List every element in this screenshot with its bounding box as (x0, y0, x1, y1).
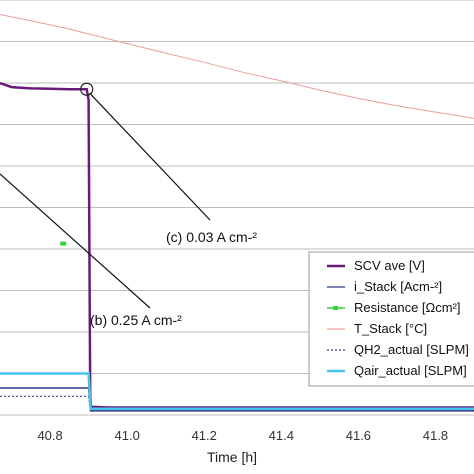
series-line (0, 395, 474, 411)
x-tick-label: 41.8 (423, 428, 448, 443)
x-tick-label: 41.0 (115, 428, 140, 443)
series-line (0, 14, 474, 119)
legend-label: Qair_actual [SLPM] (354, 363, 467, 378)
annotation-label: (b) 0.25 A cm-² (90, 312, 182, 328)
legend-label: QH2_actual [SLPM] (354, 342, 469, 357)
series-line (0, 81, 474, 409)
x-tick-label: 40.8 (37, 428, 62, 443)
annotation-label: (c) 0.03 A cm-² (166, 229, 257, 245)
legend-box (308, 251, 474, 387)
series-line (0, 372, 474, 411)
annotation-arrow (0, 173, 151, 309)
series-point (60, 241, 67, 246)
legend: SCV ave [V] i_Stack [Acm-²] Resistance [Ωc… (308, 251, 474, 387)
annotations: (c) 0.03 A cm-² (b) 0.25 A cm-² (0, 82, 257, 328)
annotation-arrow (89, 92, 211, 221)
x-tick-label: 41.6 (346, 428, 371, 443)
x-tick-label: 41.4 (269, 428, 294, 443)
legend-label: SCV ave [V] (354, 258, 425, 273)
legend-swatch (333, 306, 338, 310)
x-tick-label: 41.2 (192, 428, 217, 443)
x-axis: 40.8 41.0 41.2 41.4 41.6 41.8 (37, 428, 448, 443)
x-axis-title: Time [h] (207, 449, 257, 465)
legend-label: T_Stack [°C] (354, 321, 427, 336)
legend-label: Resistance [Ωcm²] (354, 300, 461, 315)
legend-label: i_Stack [Acm-²] (354, 279, 442, 294)
highlight-circle (80, 82, 94, 96)
series-layer (0, 14, 474, 412)
